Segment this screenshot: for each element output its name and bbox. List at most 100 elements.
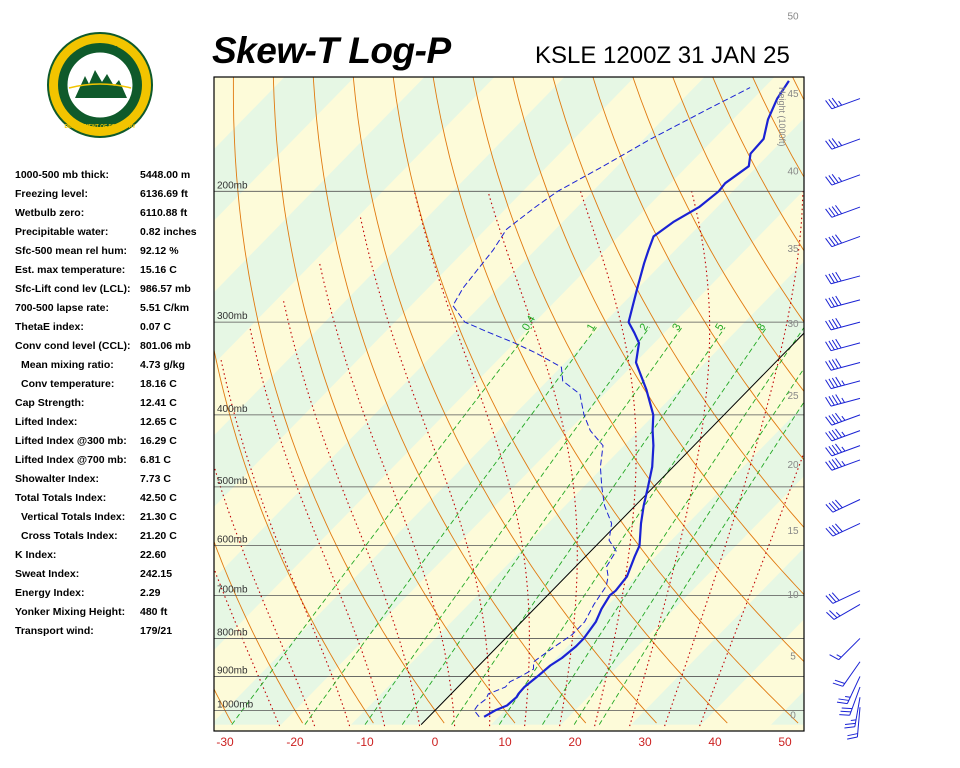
moist-adiabat — [249, 327, 386, 727]
wind-barb-feather — [840, 710, 851, 713]
wind-barb — [836, 676, 861, 705]
dry-adiabat — [872, 76, 960, 723]
wind-barb-feather — [828, 431, 836, 440]
wind-barb — [825, 522, 861, 537]
wind-barb-feather — [825, 274, 832, 284]
wind-barb-feather — [828, 593, 837, 603]
pressure-label: 700mb — [217, 584, 248, 595]
index-row: Est. max temperature: 15.16 C — [15, 263, 215, 282]
index-label: Transport wind: — [15, 625, 94, 637]
index-value: 480 ft — [140, 606, 168, 618]
wind-barb-staff — [830, 275, 861, 285]
wind-barb-half-feather — [838, 100, 843, 106]
index-row: Lifted Index @300 mb: 16.29 C — [15, 434, 215, 453]
wind-barb-feather — [831, 206, 839, 216]
index-label: Conv temperature: — [21, 378, 115, 390]
mixing-ratio-line — [498, 327, 767, 725]
wind-barb-feather — [828, 396, 835, 406]
wind-barb — [825, 318, 861, 331]
wind-barb-staff — [831, 98, 861, 110]
wind-barb-feather — [831, 524, 840, 534]
wind-barb-feather — [835, 338, 842, 349]
wind-barb-feather — [825, 320, 832, 331]
index-value: 6.81 C — [140, 454, 171, 466]
wind-barb-feather — [831, 173, 839, 183]
wind-barb-staff — [846, 676, 861, 704]
wind-barb-staff — [830, 397, 861, 407]
index-row: Lifted Index @700 mb: 6.81 C — [15, 453, 215, 472]
index-value: 6110.88 ft — [140, 207, 188, 219]
dry-adiabat — [592, 77, 804, 461]
height-tick-label: 45 — [787, 89, 799, 100]
wind-barb-feather — [825, 396, 832, 407]
wind-barb-half-feather — [838, 141, 843, 146]
wind-barb-feather — [831, 296, 839, 307]
wind-barb-feather — [831, 138, 839, 148]
wind-barb-feather — [828, 175, 836, 185]
mixing-ratio-label: 5 — [713, 322, 726, 333]
wind-barb-staff — [856, 707, 861, 738]
index-row: Energy Index: 2.29 — [15, 586, 215, 605]
index-value: 0.07 C — [140, 321, 171, 333]
wind-barb-staff — [838, 638, 861, 661]
index-label: 1000-500 mb thick: — [15, 169, 109, 181]
index-value: 4.73 g/kg — [140, 359, 185, 371]
index-row: ThetaE index: 0.07 C — [15, 320, 215, 339]
oregon-forestry-logo: OREGON DEPARTMENT OF FORESTRY — [47, 32, 153, 138]
index-value: 21.20 C — [140, 530, 177, 542]
wind-barb — [844, 697, 861, 729]
wind-barb — [825, 394, 861, 407]
wind-barb — [825, 271, 861, 285]
wind-barb-feather — [828, 378, 835, 389]
wind-barb-feather — [825, 432, 833, 442]
mixing-ratio-label: 8 — [755, 322, 768, 333]
plot-frame — [213, 76, 805, 732]
wind-barb-feather — [839, 714, 850, 716]
index-row: 700-500 lapse rate: 5.51 C/km — [15, 301, 215, 320]
wind-barb-feather — [828, 98, 836, 108]
wind-barb-staff — [832, 499, 861, 513]
wind-barb-feather — [835, 499, 843, 509]
index-label: Freezing level: — [15, 188, 88, 200]
height-tick-label: 25 — [787, 391, 799, 402]
index-label: K Index: — [15, 549, 57, 561]
index-row: Transport wind: 179/21 — [15, 624, 215, 643]
mixing-ratio-line — [598, 401, 804, 725]
temperature-profile — [483, 80, 790, 718]
zero-isotherm — [420, 332, 804, 725]
dry-adiabat — [512, 77, 804, 596]
wind-barb-staff — [831, 414, 861, 426]
wind-barb-staff — [831, 445, 861, 457]
wind-barb-feather — [825, 461, 833, 471]
wind-barb-feather — [835, 457, 843, 467]
index-label: Lifted Index: — [15, 416, 78, 428]
wind-barb-staff — [830, 380, 861, 390]
index-label: Sfc-Lift cond lev (LCL): — [15, 283, 131, 295]
wind-barb-feather — [825, 298, 832, 308]
wind-barb-feather — [835, 318, 842, 328]
wind-barb-feather — [825, 140, 833, 150]
index-row: Wetbulb zero: 6110.88 ft — [15, 206, 215, 225]
wind-barb-feather — [831, 377, 839, 388]
index-label: Wetbulb zero: — [15, 207, 85, 219]
wind-barb-feather — [825, 527, 834, 537]
wind-barb-staff — [849, 686, 861, 716]
mixing-ratio-line — [401, 327, 683, 725]
wind-barb-feather — [828, 273, 835, 284]
index-row: Mean mixing ratio: 4.73 g/kg — [15, 358, 215, 377]
index-value: 12.65 C — [140, 416, 177, 428]
index-label: Sfc-500 mean rel hum: — [15, 245, 128, 257]
wind-barb-feather — [838, 698, 849, 701]
wind-barb — [825, 97, 861, 110]
wind-barb — [839, 686, 861, 716]
isotherm-band — [351, 261, 804, 725]
wind-barb-feather — [831, 501, 840, 510]
mixing-ratio-line — [304, 327, 597, 725]
index-label: Cross Totals Index: — [21, 530, 118, 542]
wind-barb-half-feather — [841, 380, 845, 386]
wind-barb-feather — [831, 235, 839, 245]
wind-barb — [825, 358, 861, 371]
index-row: Cap Strength: 12.41 C — [15, 396, 215, 415]
index-label: Mean mixing ratio: — [21, 359, 114, 371]
index-value: 21.30 C — [140, 511, 177, 523]
